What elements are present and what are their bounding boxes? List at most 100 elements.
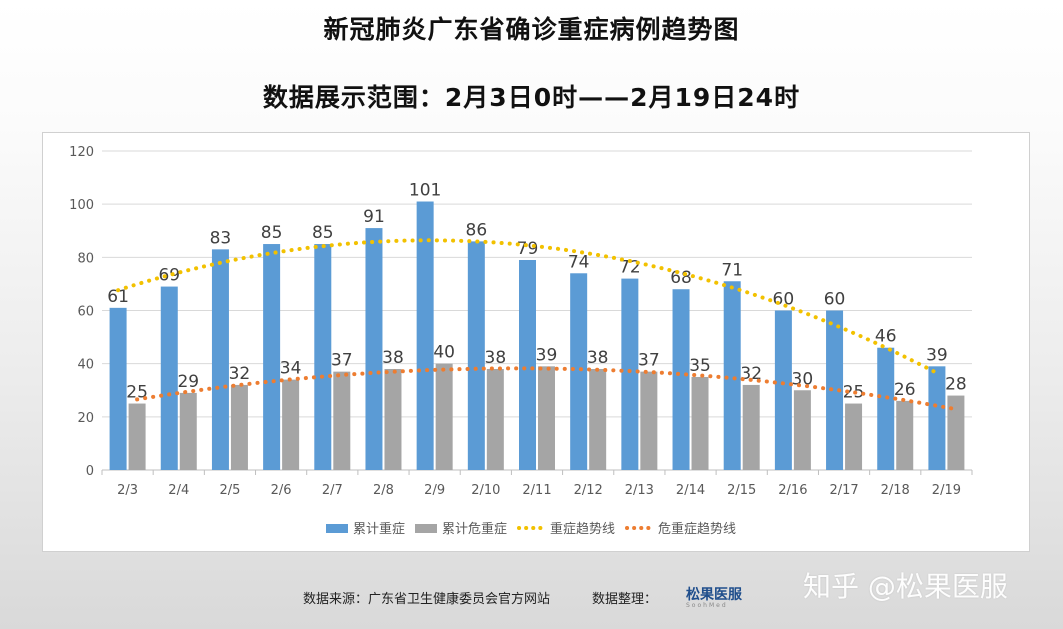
bar-critical <box>691 376 709 470</box>
y-tick-label: 20 <box>77 411 94 426</box>
bar-severe <box>723 281 741 470</box>
bar-chart: 0 20 40 60 80 100 120 61 25 2/3 69 29 2/4 83 32 2/5 85 34… <box>69 145 973 537</box>
data-label-severe: 86 <box>466 220 488 240</box>
chart-area: 0 20 40 60 80 100 120 61 25 2/3 69 29 2/4 83 32 2/5 85 34… <box>42 132 1030 552</box>
data-organizer-label: 数据整理： <box>592 592 658 607</box>
data-label-critical: 28 <box>945 375 967 395</box>
bar-severe <box>160 286 178 470</box>
data-label-severe: 79 <box>517 239 539 259</box>
bar-severe <box>621 278 639 470</box>
bar-critical <box>742 384 760 470</box>
bar-critical <box>947 395 965 470</box>
bar-critical <box>538 366 555 470</box>
data-label-severe: 60 <box>773 290 795 310</box>
x-tick-label: 2/6 <box>271 483 292 498</box>
logo-text: 松果医服 <box>686 587 742 603</box>
bar-critical <box>179 392 197 470</box>
bar-critical <box>896 400 914 470</box>
bar-critical <box>435 363 453 470</box>
data-label-critical: 26 <box>894 380 916 400</box>
bar-severe <box>467 241 485 470</box>
bar-severe <box>672 289 690 470</box>
x-tick-label: 2/10 <box>471 483 500 498</box>
bar-severe <box>416 201 434 470</box>
bar-severe <box>928 366 946 470</box>
data-label-critical: 38 <box>485 348 507 368</box>
bar-severe <box>314 244 332 470</box>
x-tick-label: 2/19 <box>932 483 961 498</box>
data-label-critical: 39 <box>536 345 558 365</box>
bar-critical <box>128 403 146 470</box>
bar-severe <box>826 310 844 470</box>
y-tick-label: 120 <box>69 145 94 160</box>
data-label-severe: 68 <box>670 268 692 288</box>
data-label-severe: 83 <box>210 228 232 248</box>
y-tick-label: 0 <box>86 464 94 479</box>
legend-critical-label: 累计危重症 <box>442 521 507 537</box>
chart-title: 新冠肺炎广东省确诊重症病例趋势图 <box>323 15 740 44</box>
data-label-severe: 72 <box>619 258 641 278</box>
bar-severe <box>211 249 229 470</box>
x-tick-label: 2/7 <box>322 483 343 498</box>
data-label-critical: 34 <box>280 359 302 379</box>
bar-critical <box>589 368 607 470</box>
bar-severe <box>570 273 588 470</box>
data-label-critical: 35 <box>689 356 711 376</box>
bar-critical <box>384 368 402 470</box>
watermark-text: 知乎 @松果医服 <box>803 570 1008 603</box>
x-tick-label: 2/18 <box>881 483 910 498</box>
y-tick-label: 80 <box>77 251 94 266</box>
data-label-critical: 40 <box>433 343 455 363</box>
data-label-critical: 38 <box>587 348 609 368</box>
legend-trend-critical-label: 危重症趋势线 <box>658 521 736 537</box>
data-label-critical: 37 <box>331 351 353 371</box>
bar-severe <box>365 228 383 470</box>
bar-critical <box>640 371 658 470</box>
data-source-text: 数据来源：广东省卫生健康委员会官方网站 <box>303 592 551 607</box>
bar-critical <box>793 390 811 470</box>
data-label-critical: 29 <box>177 372 199 392</box>
data-label-critical: 30 <box>792 369 814 389</box>
y-tick-label: 40 <box>77 358 94 373</box>
data-label-critical: 37 <box>638 351 660 371</box>
bar-severe <box>774 310 792 470</box>
x-tick-label: 2/17 <box>829 483 858 498</box>
brand-logo: 松果医服 SoohMed <box>686 580 766 610</box>
x-tick-label: 2/13 <box>625 483 654 498</box>
data-label-severe: 60 <box>824 290 846 310</box>
data-label-severe: 39 <box>926 345 948 365</box>
data-label-critical: 38 <box>382 348 404 368</box>
trendline-severe <box>116 238 939 375</box>
data-label-critical: 32 <box>740 364 762 384</box>
bar-severe <box>109 307 127 470</box>
bar-critical <box>845 403 863 470</box>
bar-critical <box>333 371 351 470</box>
logo-subtext: SoohMed <box>686 602 728 609</box>
x-tick-label: 2/16 <box>778 483 807 498</box>
legend-trend-severe-label: 重症趋势线 <box>550 521 615 537</box>
data-label-severe: 85 <box>312 223 334 243</box>
data-label-severe: 101 <box>409 181 441 201</box>
x-tick-label: 2/5 <box>219 483 240 498</box>
x-tick-label: 2/4 <box>168 483 189 498</box>
x-tick-label: 2/9 <box>424 483 445 498</box>
x-tick-label: 2/3 <box>117 483 138 498</box>
bar-critical <box>486 368 504 470</box>
legend-critical-swatch <box>415 524 437 533</box>
data-label-severe: 61 <box>107 287 129 307</box>
data-label-severe: 71 <box>721 260 743 280</box>
data-label-critical: 25 <box>126 383 148 403</box>
x-tick-label: 2/8 <box>373 483 394 498</box>
bar-severe <box>263 244 281 470</box>
trendline-critical <box>135 366 958 412</box>
chart-subtitle: 数据展示范围：2月3日0时——2月19日24时 <box>262 83 801 112</box>
data-label-severe: 85 <box>261 223 283 243</box>
data-label-severe: 69 <box>158 266 180 286</box>
bar-critical <box>230 384 248 470</box>
legend-severe-label: 累计重症 <box>353 521 405 537</box>
x-tick-label: 2/15 <box>727 483 756 498</box>
bar-critical <box>282 379 300 470</box>
x-tick-label: 2/12 <box>574 483 603 498</box>
x-tick-label: 2/11 <box>522 483 551 498</box>
data-label-severe: 74 <box>568 252 590 272</box>
